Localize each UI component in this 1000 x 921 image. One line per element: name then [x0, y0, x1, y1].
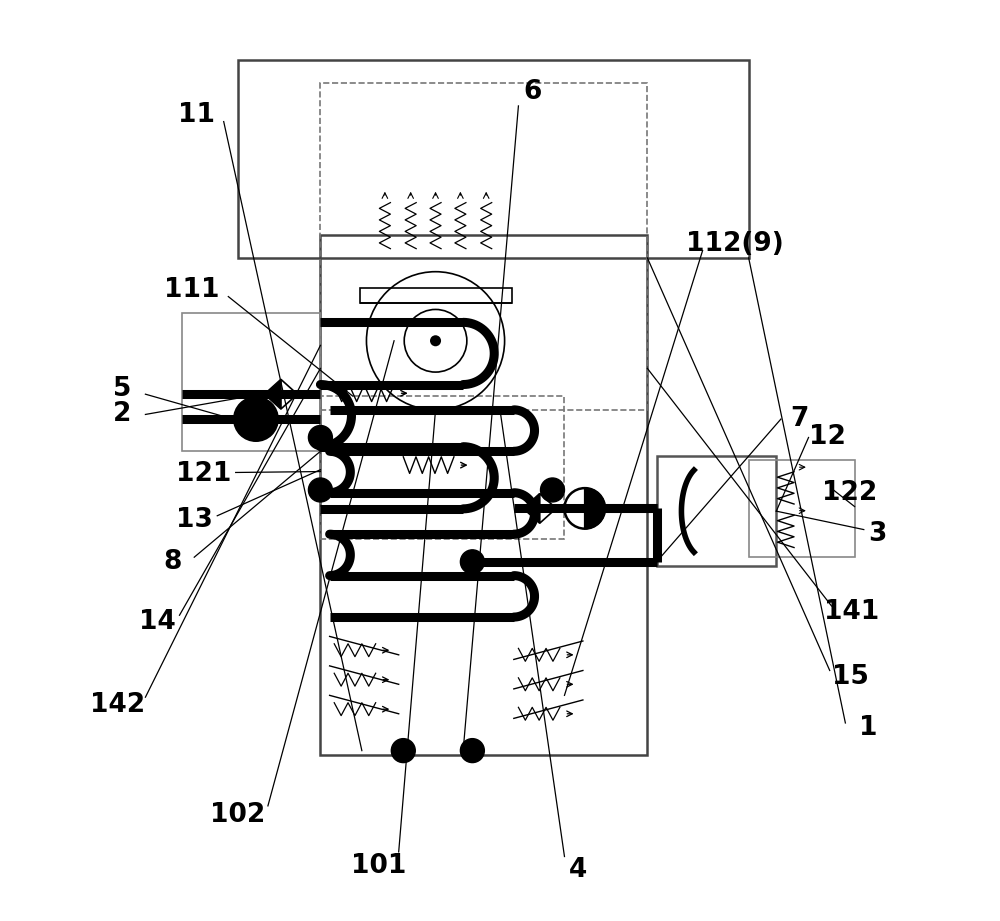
- Bar: [320, 235, 647, 755]
- Circle shape: [391, 739, 415, 763]
- Text: 122: 122: [822, 480, 878, 506]
- Text: 3: 3: [868, 521, 887, 547]
- Circle shape: [234, 397, 278, 441]
- Text: 13: 13: [176, 507, 213, 533]
- Bar: [749, 460, 855, 557]
- Circle shape: [460, 550, 484, 574]
- Text: 11: 11: [178, 102, 215, 128]
- Text: 5: 5: [113, 376, 132, 402]
- Circle shape: [308, 426, 332, 449]
- Polygon shape: [264, 379, 281, 409]
- Bar: [657, 456, 776, 566]
- Text: 1: 1: [859, 715, 878, 740]
- Bar: [320, 83, 647, 410]
- Text: 2: 2: [113, 402, 132, 427]
- Bar: [238, 60, 749, 258]
- Bar: [320, 396, 564, 539]
- Text: 111: 111: [164, 277, 219, 303]
- Text: 4: 4: [569, 857, 587, 883]
- Text: 8: 8: [164, 549, 182, 575]
- Circle shape: [460, 739, 484, 763]
- Text: 101: 101: [351, 853, 406, 879]
- Text: 7: 7: [790, 406, 809, 432]
- Text: 15: 15: [832, 664, 868, 690]
- Text: 14: 14: [139, 609, 176, 635]
- Text: 142: 142: [90, 692, 145, 717]
- Text: 121: 121: [176, 461, 231, 487]
- Bar: [360, 287, 512, 303]
- Circle shape: [430, 335, 441, 346]
- Text: 6: 6: [523, 79, 541, 105]
- Bar: [182, 313, 320, 451]
- Text: 102: 102: [210, 802, 265, 828]
- Circle shape: [541, 478, 564, 502]
- Text: 112(9): 112(9): [686, 231, 784, 257]
- Text: 141: 141: [824, 600, 879, 625]
- Wedge shape: [585, 488, 605, 529]
- Text: 12: 12: [809, 425, 845, 450]
- Circle shape: [308, 478, 332, 502]
- Polygon shape: [523, 494, 540, 523]
